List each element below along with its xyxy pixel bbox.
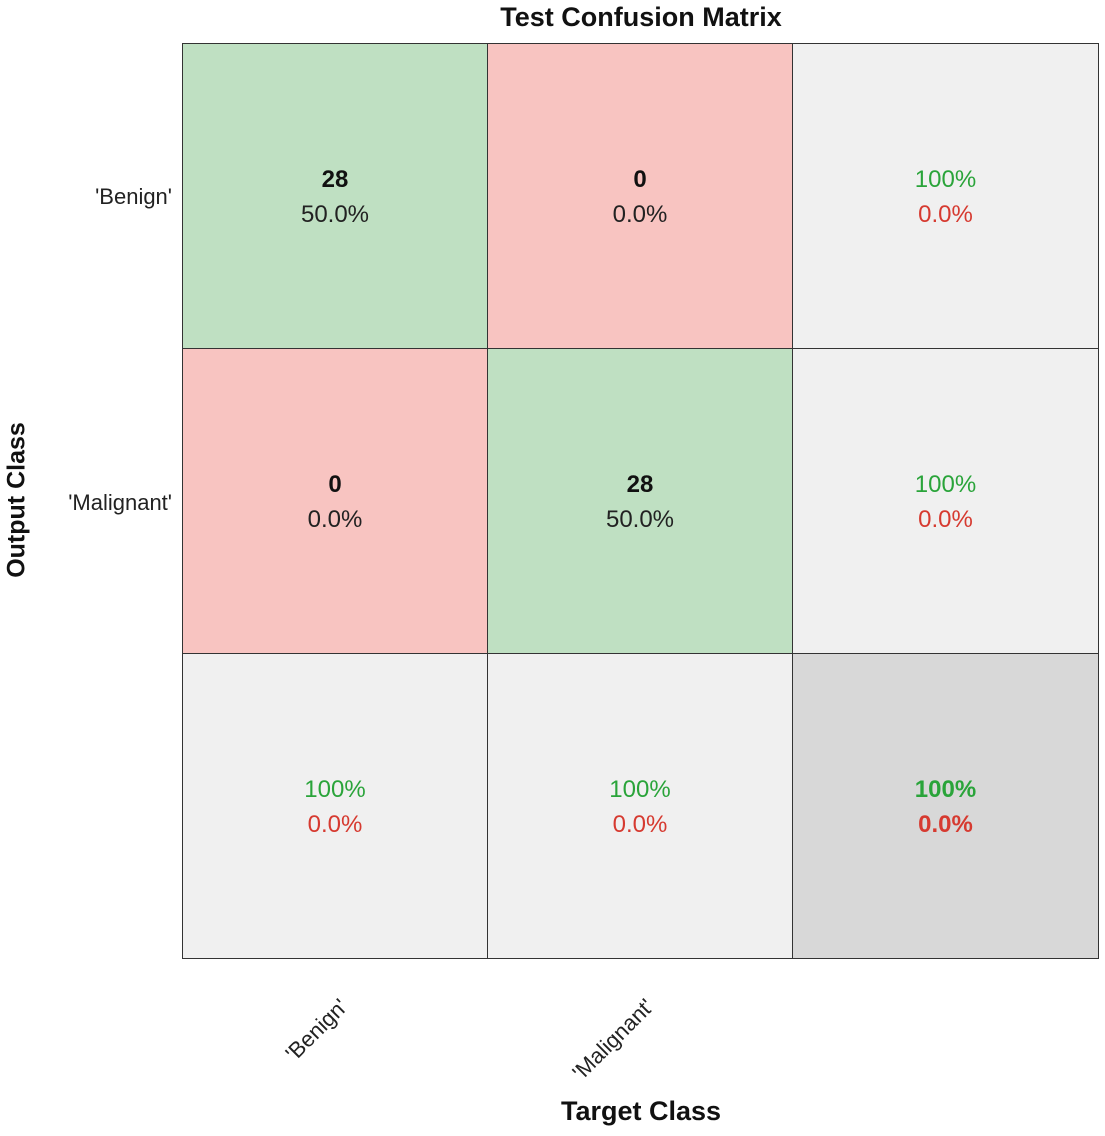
- row-summary-incorrect: 0.0%: [918, 201, 973, 228]
- x-axis-label: Target Class: [560, 1096, 722, 1126]
- cell-percentage: 0.0%: [307, 506, 363, 533]
- y-axis-label: Output Class: [2, 422, 31, 578]
- cell-percentage: 50.0%: [605, 506, 675, 533]
- chart-title: Test Confusion Matrix: [500, 2, 782, 32]
- overall-incorrect: 0.0%: [918, 811, 973, 838]
- y-tick-label-benign: 'Benign': [95, 184, 172, 209]
- column-summary-cell-benign: 100% 0.0%: [182, 653, 488, 959]
- row-summary-cell-malignant: 100% 0.0%: [792, 348, 1099, 654]
- matrix-cell-benign-malignant: 0 0.0%: [487, 43, 793, 349]
- row-summary-correct: 100%: [914, 166, 977, 193]
- row-summary-correct: 100%: [914, 471, 977, 498]
- x-tick-label-benign: 'Benign': [280, 993, 353, 1066]
- overall-summary-cell: 100% 0.0%: [792, 653, 1099, 959]
- column-summary-incorrect: 0.0%: [307, 811, 363, 838]
- row-summary-incorrect: 0.0%: [918, 506, 973, 533]
- cell-count: 0: [633, 166, 647, 193]
- column-summary-correct: 100%: [304, 776, 366, 803]
- cell-count: 28: [321, 166, 349, 193]
- column-summary-correct: 100%: [609, 776, 671, 803]
- confusion-matrix-grid: 28 50.0% 0 0.0% 100% 0.0% 0 0.0% 28 50.0…: [182, 43, 1099, 959]
- matrix-cell-malignant-benign: 0 0.0%: [182, 348, 488, 654]
- y-tick-label-malignant: 'Malignant': [68, 490, 172, 515]
- cell-count: 28: [626, 471, 654, 498]
- row-summary-cell-benign: 100% 0.0%: [792, 43, 1099, 349]
- overall-correct: 100%: [914, 776, 977, 803]
- matrix-cell-malignant-malignant: 28 50.0%: [487, 348, 793, 654]
- column-summary-incorrect: 0.0%: [612, 811, 668, 838]
- cell-count: 0: [328, 471, 342, 498]
- x-tick-label-malignant: 'Malignant': [567, 993, 659, 1085]
- column-summary-cell-malignant: 100% 0.0%: [487, 653, 793, 959]
- matrix-cell-benign-benign: 28 50.0%: [182, 43, 488, 349]
- cell-percentage: 50.0%: [300, 201, 370, 228]
- cell-percentage: 0.0%: [612, 201, 668, 228]
